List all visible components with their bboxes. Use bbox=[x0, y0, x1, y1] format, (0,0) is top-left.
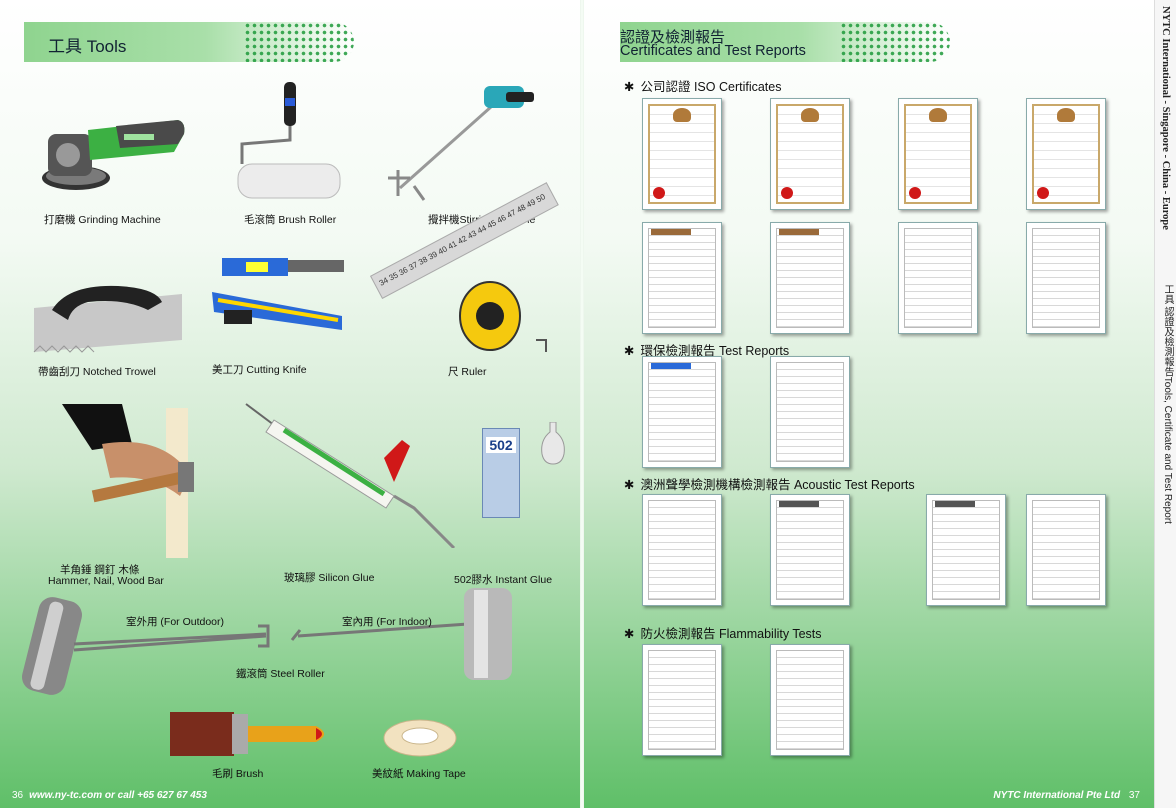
brush-image bbox=[170, 712, 324, 756]
notched-trowel-image bbox=[33, 285, 182, 353]
dot-pattern bbox=[840, 22, 950, 62]
cutting-knife-label: 美工刀 Cutting Knife bbox=[212, 364, 307, 376]
tools-title-banner: 工具 Tools bbox=[24, 22, 354, 62]
indoor-label: 室內用 (For Indoor) bbox=[342, 616, 432, 628]
masking-tape-image bbox=[383, 719, 457, 757]
right-page-certificates: 認證及檢測報告 Certificates and Test Reports ✱ 公… bbox=[584, 0, 1154, 808]
right-page-number: 37 bbox=[1128, 790, 1140, 801]
flammability-report-1 bbox=[642, 644, 722, 756]
ruler-scale: 34 35 36 37 38 39 40 41 42 43 44 45 46 4… bbox=[377, 192, 547, 288]
env-report-1 bbox=[642, 356, 722, 468]
certificates-title-zh: 認證及檢測報告 bbox=[620, 29, 726, 46]
ruler-label: 尺 Ruler bbox=[448, 366, 487, 378]
silicon-glue-label: 玻璃膠 Silicon Glue bbox=[284, 572, 375, 584]
grinding-machine-label: 打磨機 Grinding Machine bbox=[44, 214, 161, 226]
tools-title: 工具 Tools bbox=[48, 37, 127, 56]
right-footer: NYTC International Pte Ltd 37 bbox=[993, 790, 1140, 801]
iso-certificate-1 bbox=[642, 98, 722, 210]
hammer-label-zh: 羊角錘 鋼釘 木條 bbox=[60, 564, 140, 576]
tape-label: 美紋紙 Making Tape bbox=[372, 768, 466, 780]
silicon-glue-gun-image bbox=[245, 403, 456, 548]
sidebar-section-line: 工具 認證及檢測報告Tools, Certificate and Test Re… bbox=[1162, 284, 1173, 524]
stirring-machine-image bbox=[388, 86, 534, 201]
tape-measure-image bbox=[459, 281, 547, 352]
iso-certificate-2 bbox=[770, 98, 850, 210]
certificates-title-en: Certificates and Test Reports bbox=[620, 43, 806, 59]
sidebar-company-line: NYTC International - Singapore - China -… bbox=[1160, 6, 1171, 230]
page-gutter bbox=[578, 0, 586, 808]
cutting-knife-image bbox=[212, 258, 344, 330]
left-page-number: 36 bbox=[12, 790, 24, 801]
test-report-4 bbox=[1026, 222, 1106, 334]
acoustic-report-4 bbox=[1026, 494, 1106, 606]
outdoor-label: 室外用 (For Outdoor) bbox=[126, 616, 225, 628]
iso-certificate-4 bbox=[1026, 98, 1106, 210]
iso-certificate-3 bbox=[898, 98, 978, 210]
left-footer: 36 www.ny-tc.com or call +65 627 67 453 bbox=[12, 790, 207, 801]
acoustic-report-3 bbox=[926, 494, 1006, 606]
section-environmental-test-reports: ✱ 環保檢測報告 Test Reports bbox=[624, 344, 790, 358]
hammer-label-en: Hammer, Nail, Wood Bar bbox=[48, 575, 164, 587]
section-acoustic-test-reports: ✱ 澳洲聲學檢測機構檢測報告 Acoustic Test Reports bbox=[624, 478, 915, 492]
steel-roller-label: 鐵滾筒 Steel Roller bbox=[236, 668, 325, 680]
notched-trowel-label: 帶齒刮刀 Notched Trowel bbox=[38, 366, 156, 378]
vertical-sidebar: NYTC International - Singapore - China -… bbox=[1154, 0, 1176, 808]
dot-pattern bbox=[244, 22, 354, 62]
hammer-nail-wood-image bbox=[62, 404, 194, 558]
outdoor-steel-roller-image bbox=[22, 597, 270, 695]
flammability-report-2 bbox=[770, 644, 850, 756]
section-flammability-tests: ✱ 防火檢測報告 Flammability Tests bbox=[624, 627, 822, 641]
test-report-3 bbox=[898, 222, 978, 334]
acoustic-report-1 bbox=[642, 494, 722, 606]
sgs-report-2 bbox=[770, 222, 850, 334]
env-report-2 bbox=[770, 356, 850, 468]
instant-glue-brand: 502 bbox=[486, 437, 516, 453]
acoustic-report-2 bbox=[770, 494, 850, 606]
left-footer-contact: www.ny-tc.com or call +65 627 67 453 bbox=[29, 790, 207, 801]
indoor-steel-roller-image bbox=[290, 588, 512, 680]
right-footer-company: NYTC International Pte Ltd bbox=[993, 790, 1121, 801]
left-page-tools: 工具 Tools 打磨機 Grinding Machine 毛滾筒 Brush … bbox=[0, 0, 580, 808]
brush-roller-image bbox=[237, 82, 341, 199]
instant-glue-label: 502膠水 Instant Glue bbox=[454, 574, 553, 586]
sgs-report-1 bbox=[642, 222, 722, 334]
instant-glue-bottle bbox=[541, 422, 565, 465]
brush-label: 毛刷 Brush bbox=[212, 768, 264, 780]
instant-glue-box: 502 bbox=[482, 428, 520, 518]
brush-roller-label: 毛滾筒 Brush Roller bbox=[244, 214, 337, 226]
section-iso-certificates: ✱ 公司認證 ISO Certificates bbox=[624, 80, 782, 94]
grinding-machine-image bbox=[42, 120, 185, 190]
certificates-title-banner: 認證及檢測報告 Certificates and Test Reports bbox=[620, 22, 950, 62]
